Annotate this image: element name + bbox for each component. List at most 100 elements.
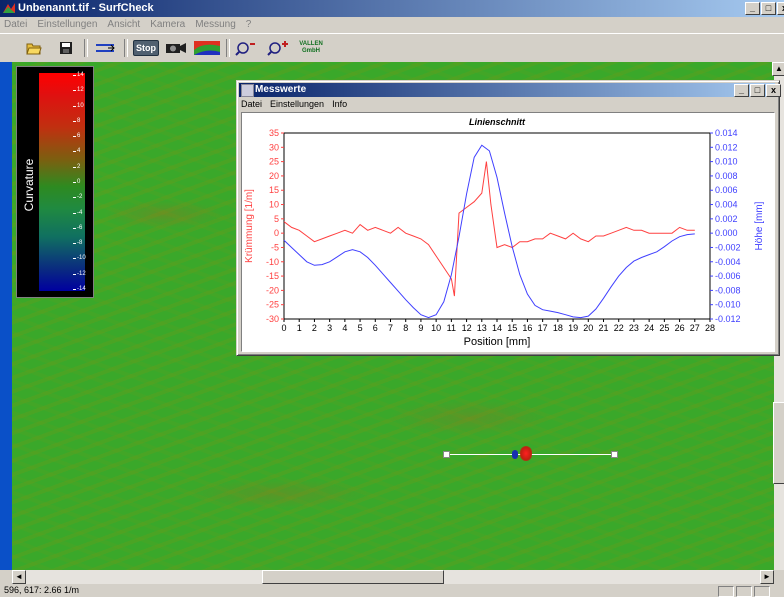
dialog-menu-bar: Datei Einstellungen Info: [241, 99, 355, 111]
colormap-icon: [194, 41, 220, 55]
colorbar-tick-mark: [73, 273, 76, 275]
horizontal-scrollbar[interactable]: ◄ ►: [12, 570, 774, 584]
colorbar-tick-label: 8: [77, 117, 81, 124]
status-bar: 596, 617: 2.66 1/m: [0, 585, 784, 597]
colorbar-tick-label: -2: [77, 194, 83, 201]
surfcheck-app-icon: [3, 3, 15, 13]
x-tick-label: 22: [614, 323, 624, 333]
x-axis-label: Position [mm]: [464, 336, 531, 348]
x-tick-label: 5: [358, 323, 363, 333]
dialog-close-button[interactable]: x: [766, 84, 781, 97]
colorbar-tick-mark: [73, 182, 76, 183]
colorbar-tick-mark: [73, 120, 76, 122]
x-tick-label: 17: [538, 323, 548, 333]
defect-spot-red: [520, 446, 532, 461]
colorbar-title: Curvature: [22, 158, 36, 212]
status-pane-2: [736, 586, 752, 597]
x-tick-label: 26: [675, 323, 685, 333]
x-tick-label: 28: [705, 323, 715, 333]
x-tick-label: 0: [281, 323, 286, 333]
scroll-left-arrow-icon[interactable]: ◄: [12, 570, 26, 584]
open-folder-button[interactable]: [24, 38, 44, 58]
floppy-disk-icon: [60, 42, 72, 54]
messwerte-dialog[interactable]: Messwerte _ □ x Datei Einstellungen Info L…: [236, 80, 781, 356]
minimize-button[interactable]: _: [745, 2, 760, 15]
right-y-tick-label: 0.002: [715, 214, 738, 224]
vallen-logo-bottom: GmbH: [302, 48, 320, 54]
plot-area: [283, 132, 711, 320]
menu-datei[interactable]: Datei: [4, 19, 28, 30]
left-y-tick-label: 25: [269, 157, 279, 167]
dialog-maximize-button[interactable]: □: [750, 84, 765, 97]
zoom-out-button[interactable]: [234, 38, 258, 58]
left-y-tick-label: 35: [269, 128, 279, 138]
colorbar-gradient: [39, 73, 85, 291]
horizontal-scroll-thumb[interactable]: [262, 570, 444, 584]
left-y-tick-label: -10: [266, 257, 279, 267]
scroll-up-arrow-icon[interactable]: ▲: [772, 62, 784, 76]
x-tick-label: 16: [522, 323, 532, 333]
colorbar-tick-mark: [73, 243, 76, 245]
curvature-colorbar[interactable]: Curvature 14 12 10 8 6 4 2 0 -2 -4 -6 -8 -10 -12 -14: [16, 66, 94, 298]
left-y-tick-label: -15: [266, 271, 279, 281]
menu-einstellungen[interactable]: Einstellungen: [37, 19, 98, 30]
colorbar-tick-label: -4: [77, 209, 83, 216]
right-y-tick-label: -0.012: [715, 314, 741, 324]
camera-button[interactable]: [164, 38, 188, 58]
maximize-button[interactable]: □: [761, 2, 776, 15]
right-y-tick-label: -0.010: [715, 300, 741, 310]
dialog-menu-einstellungen[interactable]: Einstellungen: [270, 99, 325, 109]
colorbar-tick-label: -6: [77, 224, 83, 231]
colorbar-tick-label: 6: [77, 133, 81, 140]
left-y-axis-label: Krümmung [1/m]: [244, 189, 255, 263]
x-tick-label: 3: [327, 323, 332, 333]
vallen-logo-top: VALLEN: [299, 41, 323, 47]
menu-messung[interactable]: Messung: [195, 19, 236, 30]
colormap-button[interactable]: [192, 38, 222, 58]
dialog-minimize-button[interactable]: _: [734, 84, 749, 97]
vertical-scroll-thumb[interactable]: [773, 402, 784, 484]
scroll-right-arrow-icon[interactable]: ►: [760, 570, 774, 584]
colorbar-tick-label: -8: [77, 240, 83, 247]
right-y-tick-label: 0.004: [715, 200, 738, 210]
close-button[interactable]: x: [777, 2, 784, 15]
dialog-menu-info[interactable]: Info: [332, 99, 348, 109]
left-y-tick-label: 5: [274, 214, 279, 224]
menu-kamera[interactable]: Kamera: [150, 19, 186, 30]
stop-button[interactable]: Stop: [133, 38, 159, 58]
dialog-title-bar[interactable]: Messwerte _ □ x: [239, 83, 781, 97]
x-tick-label: 14: [492, 323, 502, 333]
right-y-tick-label: -0.004: [715, 257, 741, 267]
save-button[interactable]: [56, 38, 76, 58]
left-y-tick-label: 20: [269, 171, 279, 181]
x-tick-label: 13: [477, 323, 487, 333]
colorbar-tick-label: 10: [77, 102, 84, 109]
right-y-axis-label: Höhe [mm]: [754, 201, 765, 250]
colorbar-tick-mark: [73, 212, 76, 214]
left-y-tick-label: 15: [269, 185, 279, 195]
right-y-tick-label: -0.008: [715, 285, 741, 295]
menu-help[interactable]: ?: [245, 19, 252, 30]
vallen-logo-button[interactable]: VALLEN GmbH: [298, 38, 324, 58]
x-tick-label: 7: [388, 323, 393, 333]
menu-ansicht[interactable]: Ansicht: [107, 19, 141, 30]
zoom-in-button[interactable]: [266, 38, 290, 58]
line-profile-button[interactable]: [92, 38, 118, 58]
profile-line-start-handle[interactable]: [443, 451, 450, 458]
x-tick-label: 24: [644, 323, 654, 333]
line-profile-icon: [96, 44, 115, 52]
x-tick-label: 27: [690, 323, 700, 333]
dialog-menu-datei[interactable]: Datei: [241, 99, 263, 109]
x-tick-label: 6: [373, 323, 378, 333]
colorbar-tick-label: -10: [77, 255, 86, 262]
x-tick-label: 20: [583, 323, 593, 333]
left-y-tick-label: -30: [266, 314, 279, 324]
chart-title: Linienschnitt: [469, 117, 526, 127]
profile-line-end-handle[interactable]: [611, 451, 618, 458]
right-y-tick-label: 0.010: [715, 157, 738, 167]
colorbar-tick-mark: [73, 166, 76, 168]
height-series-line: [283, 144, 695, 319]
colorbar-tick-mark: [73, 227, 76, 229]
colorbar-tick-label: -14: [77, 286, 86, 292]
main-title-bar[interactable]: Unbenannt.tif - SurfCheck _ □ x: [0, 0, 784, 17]
